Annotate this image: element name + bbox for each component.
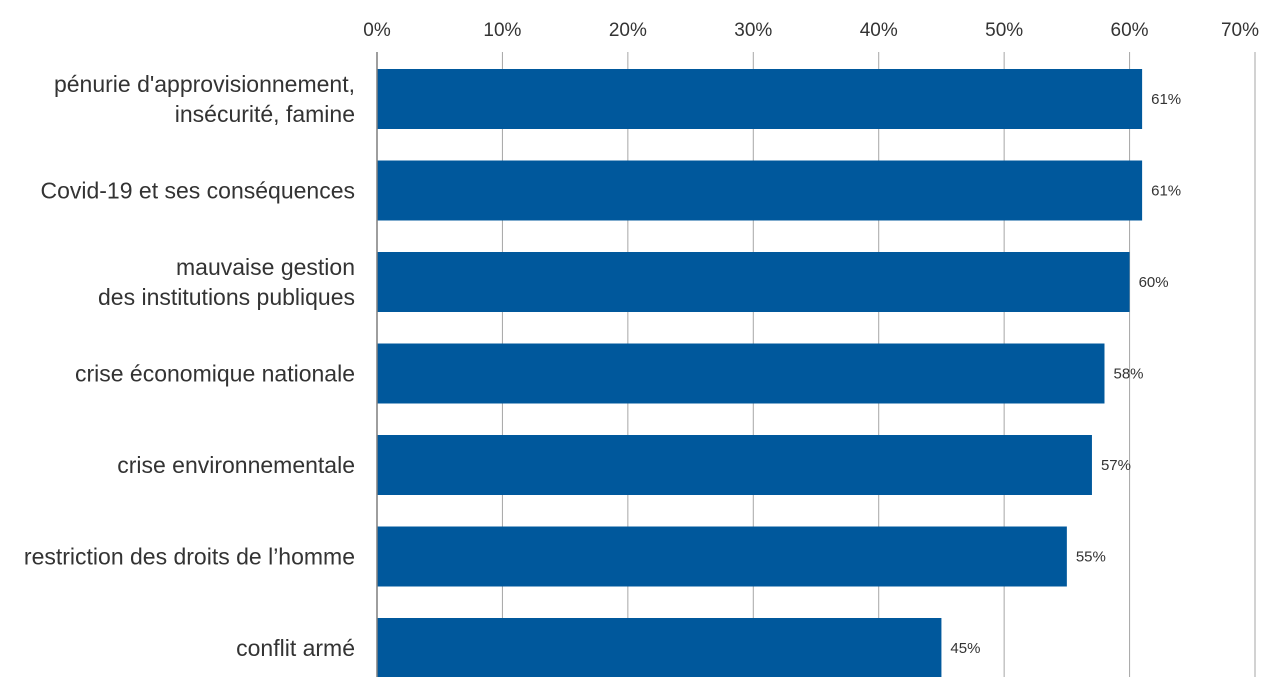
- category-label: conflit armé: [236, 635, 355, 661]
- category-label: Covid-19 et ses conséquences: [40, 178, 355, 204]
- bar: [377, 252, 1130, 312]
- data-label: 61%: [1151, 91, 1181, 108]
- x-tick-label: 60%: [1111, 20, 1149, 41]
- bars: [377, 69, 1143, 677]
- category-label-line: crise économique nationale: [75, 361, 355, 387]
- data-label: 60%: [1139, 274, 1169, 291]
- x-tick-label: 20%: [609, 20, 647, 41]
- category-label-line: mauvaise gestion: [176, 254, 355, 280]
- category-label: crise environnementale: [117, 452, 355, 478]
- bar: [377, 160, 1143, 221]
- data-label: 45%: [950, 640, 980, 657]
- category-label: crise économique nationale: [75, 361, 355, 387]
- x-tick-label: 0%: [363, 20, 391, 41]
- category-label-line: des institutions publiques: [98, 284, 355, 310]
- data-label: 58%: [1113, 366, 1143, 383]
- category-label-line: crise environnementale: [117, 452, 355, 478]
- category-label-line: restriction des droits de l’homme: [24, 544, 355, 570]
- bar: [377, 526, 1067, 587]
- category-label-line: conflit armé: [236, 635, 355, 661]
- bar: [377, 618, 942, 677]
- category-label: mauvaise gestion des institutions publiqu…: [98, 254, 355, 310]
- x-tick-label: 30%: [734, 20, 772, 41]
- x-tick-label: 50%: [985, 20, 1023, 41]
- category-labels: pénurie d'approvisionnement, insécurité, …: [24, 71, 355, 661]
- data-label: 61%: [1151, 183, 1181, 200]
- category-label: pénurie d'approvisionnement, insécurité, …: [54, 71, 355, 127]
- category-label-line: Covid-19 et ses conséquences: [40, 178, 355, 204]
- bar: [377, 343, 1105, 404]
- x-axis-ticks: 0% 10% 20% 30% 40% 50% 60% 70%: [363, 20, 1259, 41]
- data-label: 55%: [1076, 549, 1106, 566]
- category-label-line: pénurie d'approvisionnement,: [54, 71, 355, 97]
- bar: [377, 435, 1092, 495]
- category-label-line: insécurité, famine: [175, 101, 355, 127]
- data-labels: 61% 61% 60% 58% 57% 55% 45%: [950, 91, 1181, 657]
- bar: [377, 69, 1143, 129]
- x-tick-label: 70%: [1221, 20, 1259, 41]
- data-label: 57%: [1101, 457, 1131, 474]
- category-label: restriction des droits de l’homme: [24, 544, 355, 570]
- x-tick-label: 40%: [860, 20, 898, 41]
- x-tick-label: 10%: [483, 20, 521, 41]
